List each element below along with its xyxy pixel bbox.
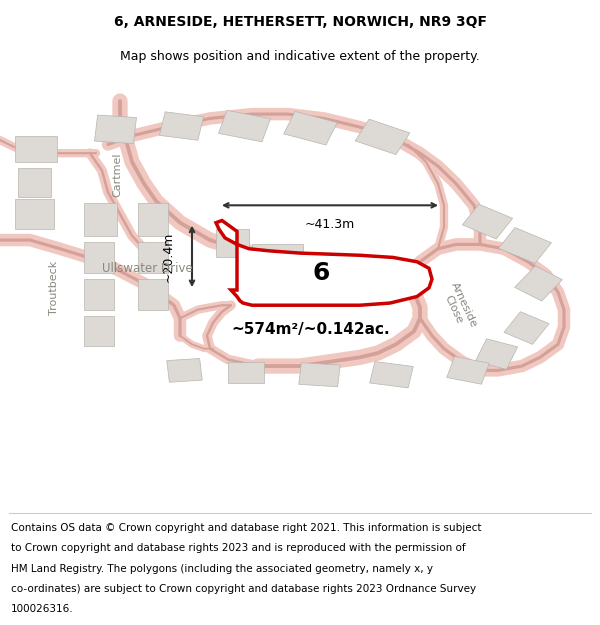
Bar bbox=[504, 312, 549, 344]
Bar bbox=[95, 115, 136, 144]
Bar bbox=[252, 244, 303, 277]
Bar bbox=[299, 362, 340, 387]
Text: 100026316.: 100026316. bbox=[11, 604, 73, 614]
Bar bbox=[228, 362, 264, 383]
Bar bbox=[160, 112, 203, 140]
Bar bbox=[463, 204, 512, 239]
Text: Ullswater Drive: Ullswater Drive bbox=[101, 262, 193, 275]
Text: HM Land Registry. The polygons (including the associated geometry, namely x, y: HM Land Registry. The polygons (includin… bbox=[11, 564, 433, 574]
Bar bbox=[475, 339, 518, 369]
Text: ~20.4m: ~20.4m bbox=[161, 231, 175, 281]
Text: Map shows position and indicative extent of the property.: Map shows position and indicative extent… bbox=[120, 50, 480, 62]
Bar bbox=[84, 279, 114, 309]
Text: Contains OS data © Crown copyright and database right 2021. This information is : Contains OS data © Crown copyright and d… bbox=[11, 523, 481, 533]
Bar bbox=[499, 228, 551, 264]
Text: co-ordinates) are subject to Crown copyright and database rights 2023 Ordnance S: co-ordinates) are subject to Crown copyr… bbox=[11, 584, 476, 594]
Text: Cartmel: Cartmel bbox=[112, 152, 122, 197]
Bar bbox=[218, 110, 271, 142]
Bar bbox=[370, 362, 413, 388]
Bar bbox=[167, 359, 202, 382]
Text: 6, ARNESIDE, HETHERSETT, NORWICH, NR9 3QF: 6, ARNESIDE, HETHERSETT, NORWICH, NR9 3Q… bbox=[113, 15, 487, 29]
Bar bbox=[447, 356, 489, 384]
Bar bbox=[355, 119, 410, 154]
Bar bbox=[15, 199, 54, 229]
Bar bbox=[284, 111, 337, 145]
Bar bbox=[84, 242, 114, 272]
Text: Arneside
Close: Arneside Close bbox=[439, 281, 479, 334]
Bar bbox=[138, 242, 168, 272]
Bar bbox=[84, 316, 114, 346]
Bar bbox=[15, 136, 57, 162]
Text: ~41.3m: ~41.3m bbox=[305, 218, 355, 231]
Bar bbox=[18, 168, 51, 197]
Text: to Crown copyright and database rights 2023 and is reproduced with the permissio: to Crown copyright and database rights 2… bbox=[11, 544, 466, 554]
Bar bbox=[138, 279, 168, 309]
Polygon shape bbox=[216, 221, 432, 305]
Text: 6: 6 bbox=[313, 261, 329, 284]
Bar bbox=[515, 266, 562, 301]
Text: ~574m²/~0.142ac.: ~574m²/~0.142ac. bbox=[231, 322, 389, 337]
Bar bbox=[138, 203, 168, 236]
Bar bbox=[216, 229, 249, 258]
Bar bbox=[84, 203, 117, 236]
Text: Troutbeck: Troutbeck bbox=[49, 261, 59, 315]
